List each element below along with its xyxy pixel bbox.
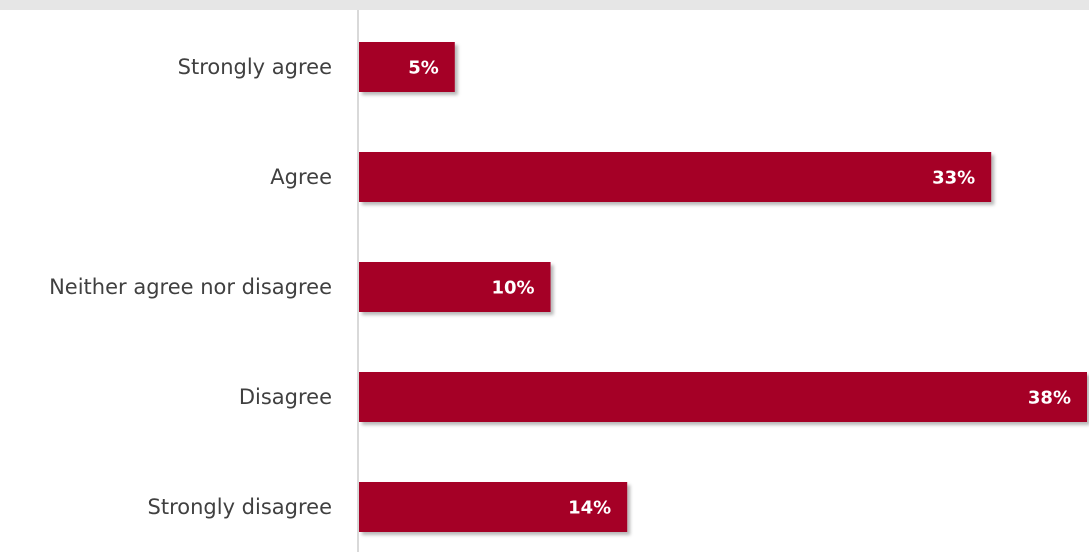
category-label-agree: Agree (270, 165, 332, 189)
category-label-strongly-agree: Strongly agree (178, 55, 332, 79)
bar-strongly-disagree (359, 482, 628, 532)
category-label-neither-agree-nor-disagree: Neither agree nor disagree (49, 275, 332, 299)
value-label-neither-agree-nor-disagree: 10% (491, 278, 534, 299)
value-label-agree: 33% (932, 168, 975, 189)
bar-agree (359, 152, 992, 202)
value-label-strongly-agree: 5% (408, 58, 439, 79)
bar-neither-agree-nor-disagree (359, 262, 551, 312)
value-label-disagree: 38% (1028, 388, 1071, 409)
category-label-disagree: Disagree (239, 385, 332, 409)
bar-disagree (359, 372, 1087, 422)
value-label-strongly-disagree: 14% (568, 498, 611, 519)
category-label-strongly-disagree: Strongly disagree (148, 495, 332, 519)
top-band (0, 0, 1089, 10)
bar-strongly-agree (359, 42, 455, 92)
